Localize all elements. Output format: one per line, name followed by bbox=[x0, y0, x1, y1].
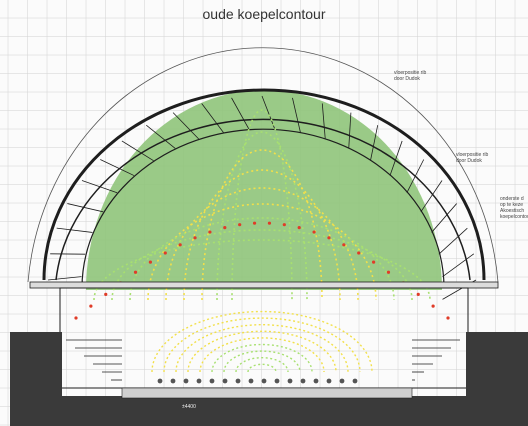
performer-marker bbox=[222, 378, 228, 384]
acoustic-ray-lower bbox=[235, 357, 289, 373]
performer-marker bbox=[248, 378, 254, 384]
truss-member bbox=[389, 140, 403, 176]
reflection-point bbox=[327, 236, 331, 240]
drawing-title: oude koepelcontour bbox=[202, 6, 326, 22]
truss-web bbox=[47, 95, 477, 300]
truss-member bbox=[47, 276, 82, 281]
reflection-point bbox=[416, 292, 420, 296]
hall-interior bbox=[59, 287, 469, 389]
reflection-point bbox=[208, 230, 212, 234]
truss-member bbox=[261, 95, 276, 130]
reflection-point bbox=[312, 230, 316, 234]
reflection-point bbox=[163, 251, 167, 255]
performer-marker bbox=[157, 378, 163, 384]
reflection-point bbox=[386, 270, 391, 274]
acoustic-ray-lower bbox=[223, 350, 301, 373]
performer-marker bbox=[183, 378, 189, 384]
acoustic-ray-lower bbox=[163, 317, 361, 373]
truss-member bbox=[442, 253, 475, 277]
acoustic-ray-band bbox=[183, 169, 341, 301]
truss-member bbox=[438, 227, 468, 255]
truss-member bbox=[420, 180, 443, 213]
reflection-point bbox=[148, 260, 152, 264]
reflection-point bbox=[252, 221, 257, 225]
performer-marker bbox=[300, 378, 306, 384]
reflection-point bbox=[89, 304, 93, 308]
acoustic-ray-band bbox=[147, 203, 377, 301]
acoustic-ray-lower bbox=[247, 363, 277, 373]
reflection-point bbox=[74, 316, 78, 320]
truss-member bbox=[292, 97, 301, 133]
reflection-point bbox=[357, 251, 361, 255]
dimension-label: ±4400 bbox=[182, 404, 196, 410]
reflection-point bbox=[431, 304, 435, 308]
reflection-point bbox=[104, 292, 108, 296]
left-wall-block bbox=[10, 332, 62, 426]
middle-truss-arc bbox=[55, 118, 471, 281]
truss-member bbox=[370, 125, 379, 161]
performer-marker bbox=[196, 378, 202, 384]
annotation-acoustic-contour: onderste d op te keze Akoestisch koepelc… bbox=[500, 196, 528, 220]
performer-marker bbox=[287, 378, 293, 384]
ceiling-beam bbox=[29, 281, 499, 289]
outer-truss-arc bbox=[42, 88, 486, 281]
reflection-point bbox=[342, 243, 346, 247]
reflection-point bbox=[193, 236, 197, 240]
stage-platform bbox=[121, 387, 413, 399]
reflection-point bbox=[282, 223, 286, 227]
reflection-point bbox=[297, 226, 301, 230]
truss-member bbox=[172, 112, 200, 140]
reflection-point bbox=[372, 260, 376, 264]
reflection-point bbox=[446, 316, 450, 320]
truss-member bbox=[81, 180, 118, 194]
annotation-rib-position-2: vloerpositie rib door Dudok bbox=[456, 152, 489, 164]
reflection-point bbox=[238, 223, 242, 227]
truss-member bbox=[231, 97, 250, 130]
truss-member bbox=[146, 124, 176, 149]
seating-rows bbox=[66, 339, 460, 384]
right-wall-block bbox=[466, 332, 528, 426]
truss-member bbox=[100, 159, 135, 176]
performer-marker bbox=[235, 378, 241, 384]
truss-member bbox=[431, 203, 457, 233]
reflection-point bbox=[178, 243, 182, 247]
performer-marker bbox=[326, 378, 332, 384]
acoustic-ray-lower bbox=[175, 324, 349, 373]
performer-marker bbox=[170, 378, 176, 384]
truss-member bbox=[321, 103, 326, 140]
performer-marker bbox=[261, 378, 267, 384]
truss-member bbox=[56, 227, 93, 233]
floor-block bbox=[60, 396, 468, 426]
acoustic-ray-lower bbox=[199, 337, 325, 373]
annotation-rib-position-1: vloerpositie rib door Dudok bbox=[394, 70, 427, 82]
performer-marker bbox=[209, 378, 215, 384]
acoustic-ray-lower bbox=[187, 330, 337, 373]
acoustic-ray-band bbox=[231, 109, 293, 301]
acoustic-ray-band bbox=[129, 217, 395, 301]
performer-marker bbox=[352, 378, 358, 384]
performer-marker bbox=[313, 378, 319, 384]
old-dome-contour bbox=[27, 47, 499, 283]
performer-marker bbox=[339, 378, 345, 384]
reflection-point bbox=[133, 270, 138, 274]
inner-truss-arc bbox=[81, 128, 445, 289]
acoustic-ray-band bbox=[93, 239, 431, 301]
performer-marker bbox=[274, 378, 280, 384]
truss-member bbox=[67, 203, 104, 213]
truss-member bbox=[201, 103, 224, 133]
acoustic-ray-band bbox=[201, 149, 323, 301]
truss-member bbox=[406, 159, 425, 193]
truss-member bbox=[348, 112, 352, 149]
reflection-point bbox=[223, 226, 227, 230]
reflection-point bbox=[267, 221, 272, 225]
truss-member bbox=[121, 140, 154, 162]
acoustic-dome-fill bbox=[86, 90, 442, 290]
acoustic-ray-lower bbox=[151, 310, 373, 373]
